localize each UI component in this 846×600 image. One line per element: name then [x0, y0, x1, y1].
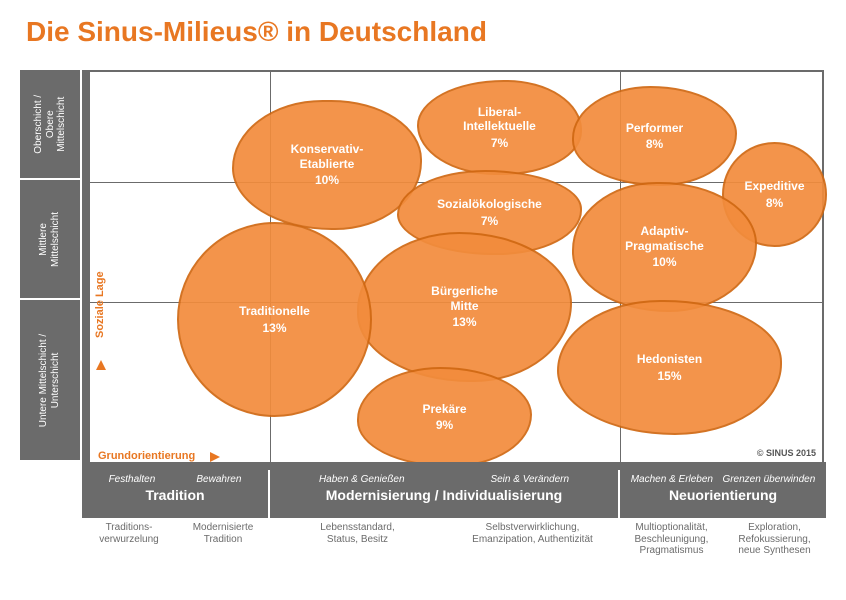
milieu-pct: 8% — [646, 137, 663, 151]
milieu-label: Bürgerliche Mitte — [431, 284, 498, 313]
milieu-pct: 10% — [315, 173, 339, 187]
milieu-label: Traditionelle — [239, 304, 310, 318]
x-sub-label: Modernisierte Tradition — [176, 522, 270, 545]
milieu-label: Adaptiv- Pragmatische — [625, 224, 704, 253]
milieu-label: Prekäre — [422, 402, 466, 416]
milieu-pct: 13% — [262, 321, 286, 335]
triangle-right-icon — [210, 452, 220, 462]
x-section: FesthaltenBewahrenTradition — [82, 470, 270, 518]
x-sub-label: Lebensstandard, Status, Besitz — [270, 522, 445, 545]
milieu-blob: Performer 8% — [572, 86, 737, 186]
y-band-1: Mittlere Mittelschicht — [20, 180, 80, 300]
milieu-label: Sozialökologische — [437, 197, 542, 211]
y-axis-caption: Soziale Lage — [94, 271, 106, 338]
milieu-blob: Prekäre 9% — [357, 367, 532, 467]
milieu-blob: Adaptiv- Pragmatische 10% — [572, 182, 757, 312]
milieu-blob: Bürgerliche Mitte 13% — [357, 232, 572, 382]
milieu-label: Expeditive — [744, 179, 804, 193]
x-section: Machen & ErlebenGrenzen überwindenNeuori… — [620, 470, 826, 518]
milieu-blob: Liberal- Intellektuelle 7% — [417, 80, 582, 175]
y-band-0: Oberschicht / Obere Mittelschicht — [20, 70, 80, 180]
milieu-pct: 15% — [657, 369, 681, 383]
x-axis-bar — [82, 462, 826, 470]
milieu-pct: 7% — [481, 214, 498, 228]
milieu-blob: Traditionelle 13% — [177, 222, 372, 417]
x-sub-label: Exploration, Refokussierung, neue Synthe… — [723, 522, 826, 557]
x-sub-label: Multioptionalität, Beschleunigung, Pragm… — [620, 522, 723, 557]
milieu-label: Konservativ- Etablierte — [291, 142, 364, 171]
page-title: Die Sinus-Milieus® in Deutschland — [26, 16, 487, 48]
milieu-chart: Oberschicht / Obere MittelschichtMittler… — [20, 70, 826, 590]
milieu-pct: 10% — [652, 255, 676, 269]
milieu-blob: Konservativ- Etablierte 10% — [232, 100, 422, 230]
y-axis-bar — [82, 70, 90, 470]
triangle-up-icon — [96, 360, 106, 370]
milieu-pct: 7% — [491, 136, 508, 150]
x-section: Haben & GenießenSein & VerändernModernis… — [270, 470, 620, 518]
y-band-2: Untere Mittelschicht / Unterschicht — [20, 300, 80, 462]
milieu-label: Hedonisten — [637, 352, 702, 366]
milieu-label: Liberal- Intellektuelle — [463, 105, 536, 134]
milieu-pct: 13% — [452, 315, 476, 329]
milieu-pct: 9% — [436, 418, 453, 432]
x-sub-label: Traditions- verwurzelung — [82, 522, 176, 545]
copyright: © SINUS 2015 — [757, 448, 816, 458]
milieu-pct: 8% — [766, 196, 783, 210]
milieu-label: Performer — [626, 121, 683, 135]
x-axis-caption: Grundorientierung — [98, 450, 195, 462]
milieu-blob: Hedonisten 15% — [557, 300, 782, 435]
x-sub-label: Selbstverwirklichung, Emanzipation, Auth… — [445, 522, 620, 545]
plot-area: Konservativ- Etablierte 10% Liberal- Intel… — [82, 70, 824, 462]
